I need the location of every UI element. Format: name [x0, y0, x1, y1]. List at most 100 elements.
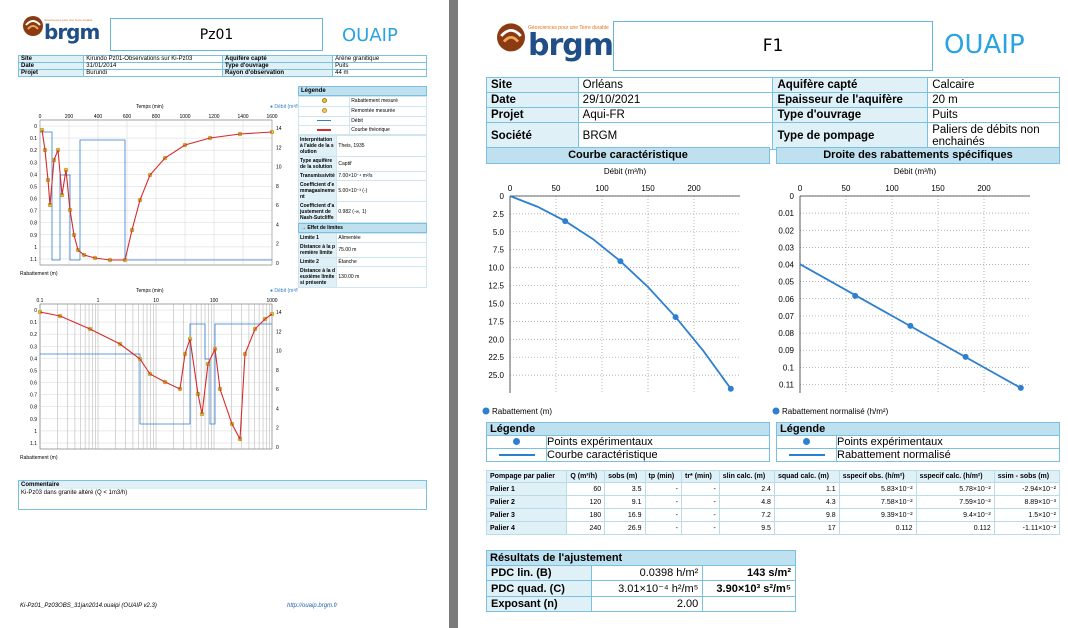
x-tick-label: 400 [94, 114, 103, 120]
theoretical-curve-line [41, 129, 273, 261]
info-table: Site Kirundo Pz01-Observations sur Ki-Pz0… [17, 55, 427, 77]
pump-step-label: Palier 2 [485, 495, 568, 509]
param-value: 0.982 (-∞, 1) [336, 201, 427, 223]
y-tick-label: 0.2 [30, 332, 37, 338]
pump-cell: 17 [773, 521, 840, 535]
pump-cell: 2.4 [718, 482, 775, 496]
y-tick-label: 0.08 [778, 329, 794, 338]
comment-title: Commentaire [19, 481, 426, 489]
pump-cell: 0.112 [838, 521, 917, 535]
param-value: Captif [336, 156, 427, 172]
specific-drawdown-chart: Débit (m³/h) 0 50 100 150 200 0 0.01 0.02 0.03 0.0… [772, 167, 1030, 416]
info-row: Société BRGM Type de pompage Paliers de déb… [486, 122, 1060, 150]
info-value: 31/01/2014 [83, 62, 223, 70]
pump-cell: - [681, 482, 720, 496]
left-report-page: Géosciences pour une Terre durable brgm … [0, 0, 449, 628]
flow-rate-line [40, 323, 272, 425]
info-key: Rayon d'observation [221, 69, 334, 77]
info-key: Type d'ouvrage [772, 107, 929, 123]
legend-label-points: Points expérimentaux [546, 435, 770, 449]
pump-cell: -2.94×10⁻² [993, 482, 1061, 496]
limit-key: Distance à la deuxième limite si présent… [297, 266, 338, 288]
info-key: Projet [486, 107, 579, 123]
flow-tick-label: 6 [276, 203, 279, 209]
pump-cell: 9.39×10⁻² [838, 508, 917, 522]
legend-row: Remontée mesurée [297, 106, 427, 117]
flow-tick-label: 10 [276, 349, 282, 355]
x-tick-label: 150 [931, 184, 945, 193]
y-tick-label: 1.1 [30, 441, 37, 447]
info-row: Site Orléans Aquifère capté Calcaire [486, 77, 1060, 93]
characteristic-curve-chart: Débit (m³/h) 0 50 100 150 200 0 2.5 5.0 7.5 10.0 12… [482, 167, 740, 416]
footer-url[interactable]: http://ouaip.brgm.fr [287, 603, 338, 609]
flow-tick-label: 12 [276, 145, 282, 151]
result-row: PDC quad. (C) 3.01×10⁻⁴ h²/m⁵ 3.90×10³ s²/… [485, 580, 796, 597]
limit-value: 75.00 m [336, 242, 427, 258]
brgm-wordmark: brgm [44, 20, 100, 44]
x-tick-label: 1600 [266, 114, 277, 120]
y-tick-label: 0.9 [30, 417, 37, 423]
info-table: Site Orléans Aquifère capté Calcaire Date 29/… [486, 77, 1060, 150]
info-value: Calcaire [927, 77, 1060, 93]
limit-row: Limite 1 Alimentée [297, 233, 427, 243]
y-tick-label: 0.11 [779, 380, 795, 389]
y-tick-label: 5.0 [493, 228, 505, 237]
y-tick-label: 0.06 [778, 295, 794, 304]
info-key: Projet [17, 69, 85, 77]
y-axis-label: Rabattement (m) [20, 455, 58, 461]
y-tick-label: 0.3 [30, 160, 37, 166]
pump-cell: 5.78×10⁻² [915, 482, 995, 496]
drawdown-log-chart: Temps (min) ● Débit (m³/h)0.1 1 10 100 100000… [20, 288, 298, 461]
page-title: F1 [613, 21, 933, 71]
pump-header: sspecif obs. (h/m²) [838, 470, 917, 483]
y-tick-label: 7.5 [493, 246, 505, 255]
pump-row: Palier 1 60 3.5- -2.4 1.1 5.83×10⁻² 5.78×10⁻² -… [485, 482, 1061, 496]
pump-cell: 60 [566, 482, 606, 496]
experimental-point [672, 314, 679, 321]
y-tick-label: 17.5 [488, 317, 504, 326]
x-axis-label: Débit (m³/h) [604, 167, 647, 176]
flow-tick-label: 6 [276, 387, 279, 393]
pump-cell: - [644, 482, 683, 496]
info-value: 20 m [927, 92, 1060, 108]
pump-cell: 9.4×10⁻² [915, 508, 995, 522]
experimental-point [962, 353, 969, 360]
param-row: Type aquifère de la solution Captif [297, 156, 427, 172]
x-tick-label: 600 [123, 114, 132, 120]
pump-cell: 9.1 [604, 495, 646, 509]
x-tick-label: 100 [210, 298, 219, 304]
param-value: 7.00×10⁻⁴ m²/s [336, 171, 427, 181]
results-title: Résultats de l'ajustement [486, 550, 796, 566]
flow-tick-label: 2 [276, 242, 279, 248]
legend-marker-line [776, 448, 837, 462]
limits-table: Limite 1 Alimentée Distance à la première … [297, 233, 427, 288]
ouaip-wordmark: OUAIP [342, 25, 398, 46]
legend-marker-theoretical-curve [297, 125, 351, 135]
info-value: Burundi [83, 69, 223, 77]
x-tick-label: 1 [97, 298, 100, 304]
result-row: PDC lin. (B) 0.0398 h/m² 143 s/m² [485, 565, 796, 581]
legend-marker-points [486, 435, 547, 449]
pump-header: squad calc. (m) [773, 470, 840, 483]
brgm-wordmark: brgm [528, 28, 614, 63]
pump-header: sspecif calc. (h/m²) [915, 470, 995, 483]
info-key: Type de pompage [772, 122, 929, 150]
pump-cell: 16.9 [604, 508, 646, 522]
flow-tick-label: 8 [276, 184, 279, 190]
page-divider [449, 0, 458, 628]
result-key: PDC lin. (B) [485, 565, 593, 581]
y-tick-label: 0.1 [30, 320, 37, 326]
y-tick-label: 0.1 [783, 363, 795, 372]
pump-row: Palier 2 120 9.1- -4.8 4.3 7.58×10⁻² 7.59×10⁻²… [485, 495, 1061, 509]
param-row: Transmissivité 7.00×10⁻⁴ m²/s [297, 171, 427, 181]
info-row: Projet Aqui-FR Type d'ouvrage Puits [486, 107, 1060, 123]
pump-cell: - [644, 521, 683, 535]
limit-value: Alimentée [336, 233, 427, 243]
experimental-point [562, 218, 569, 225]
pump-cell: 0.112 [915, 521, 995, 535]
legend-label-points: Points expérimentaux [836, 435, 1060, 449]
pump-cell: - [681, 521, 720, 535]
pump-cell: - [644, 508, 683, 522]
param-row: Coefficient d'ajustement de Nash-Sutclif… [297, 201, 427, 223]
x-tick-label: 10 [153, 298, 159, 304]
